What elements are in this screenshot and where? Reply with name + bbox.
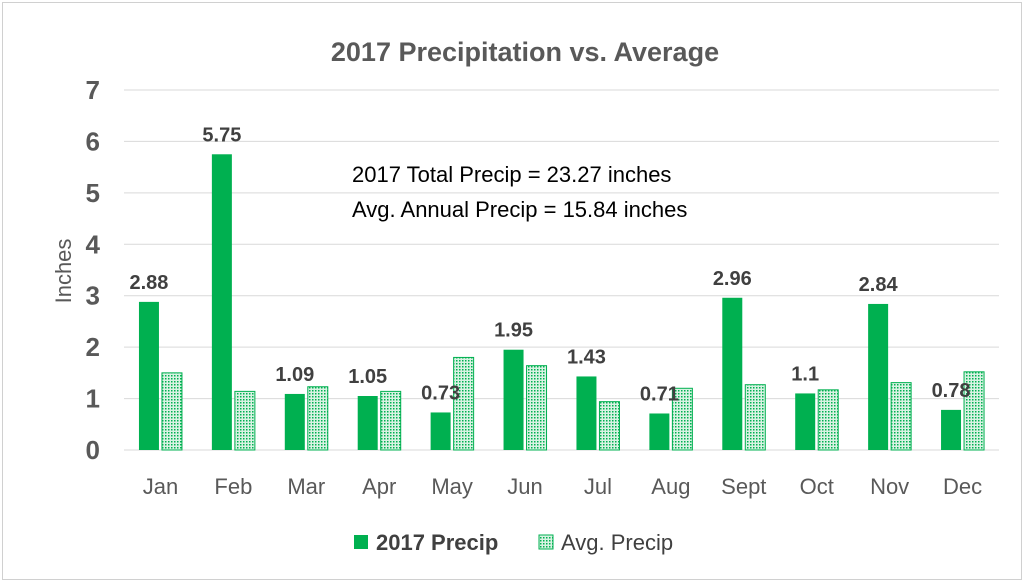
bar-2017-nov <box>868 303 889 450</box>
data-label-oct: 1.1 <box>791 363 819 385</box>
annotation-total: 2017 Total Precip = 23.27 inches <box>352 162 671 187</box>
bar-2017-may <box>430 412 451 450</box>
legend-swatch-avg <box>538 534 554 550</box>
y-tick-label: 7 <box>86 75 100 105</box>
y-tick-label: 6 <box>86 126 100 156</box>
x-axis-ticks: Jan Feb Mar Apr May Jun Jul Aug Sept Oct Nov Dec <box>143 474 982 499</box>
bar-2017-dec <box>941 409 962 450</box>
y-tick-label: 3 <box>86 281 100 311</box>
bar-2017-mar <box>284 393 305 450</box>
bar-2017-sept <box>722 297 743 450</box>
bar-avg-sept <box>744 384 766 451</box>
bar-2017-jul <box>576 376 597 450</box>
bar-avg-nov <box>890 382 912 451</box>
bar-2017-apr <box>357 396 378 450</box>
x-tick-label-feb: Feb <box>214 474 252 499</box>
data-label-jul: 1.43 <box>567 346 606 368</box>
data-label-apr: 1.05 <box>348 366 387 388</box>
x-tick-label-nov: Nov <box>870 474 909 499</box>
bar-2017-aug <box>649 413 670 450</box>
y-tick-label: 1 <box>86 384 100 414</box>
data-label-aug: 0.71 <box>640 383 679 405</box>
data-label-sept: 2.96 <box>713 268 752 290</box>
bar-avg-aug <box>671 387 693 451</box>
bar-avg-jun <box>526 365 548 451</box>
x-tick-label-jun: Jun <box>507 474 542 499</box>
legend-label-2017: 2017 Precip <box>376 530 498 555</box>
x-tick-label-sept: Sept <box>721 474 766 499</box>
y-tick-label: 5 <box>86 178 100 208</box>
x-tick-label-mar: Mar <box>287 474 325 499</box>
chart-title: 2017 Precipitation vs. Average <box>331 37 719 67</box>
x-tick-label-oct: Oct <box>800 474 834 499</box>
data-label-jan: 2.88 <box>129 272 168 294</box>
x-tick-label-jul: Jul <box>584 474 612 499</box>
legend-label-avg: Avg. Precip <box>561 530 673 555</box>
x-tick-label-dec: Dec <box>943 474 982 499</box>
y-tick-label: 4 <box>86 229 101 259</box>
bar-avg-jan <box>161 372 183 451</box>
y-axis-ticks: 0 1 2 3 4 5 6 7 <box>86 75 101 465</box>
x-tick-label-aug: Aug <box>651 474 690 499</box>
bar-2017-oct <box>795 393 816 450</box>
y-tick-label: 0 <box>86 435 100 465</box>
data-label-jun: 1.95 <box>494 320 533 342</box>
chart-svg: 2017 Precipitation vs. Average 01234567 … <box>51 37 999 555</box>
bar-2017-jun <box>503 349 524 450</box>
x-tick-label-apr: Apr <box>362 474 396 499</box>
data-label-mar: 1.09 <box>275 364 314 386</box>
bar-avg-feb <box>234 390 256 451</box>
bar-avg-mar <box>307 386 329 451</box>
gridlines <box>124 89 999 451</box>
bar-avg-oct <box>817 389 839 451</box>
data-label-may: 0.73 <box>421 382 460 404</box>
y-tick-label: 2 <box>86 332 100 362</box>
data-label-feb: 5.75 <box>202 124 241 146</box>
data-label-nov: 2.84 <box>859 274 899 296</box>
data-label-dec: 0.78 <box>932 380 971 402</box>
x-tick-label-jan: Jan <box>143 474 178 499</box>
bar-2017-jan <box>138 301 159 450</box>
bar-2017-feb <box>211 154 232 451</box>
x-tick-label-may: May <box>431 474 473 499</box>
data-labels: 2.88 5.75 1.09 1.05 0.73 1.95 1.43 0.71 2.96 1.1 2… <box>129 124 970 405</box>
bar-avg-dec <box>963 371 985 451</box>
legend-swatch-2017 <box>354 535 368 549</box>
annotation-average: Avg. Annual Precip = 15.84 inches <box>352 197 687 222</box>
bar-avg-apr <box>380 390 402 451</box>
y-axis-label: Inches <box>51 239 76 304</box>
bar-avg-may <box>453 356 475 451</box>
legend: 2017 Precip Avg. Precip <box>354 530 673 555</box>
bars <box>138 154 985 451</box>
bar-avg-jul <box>598 401 620 451</box>
